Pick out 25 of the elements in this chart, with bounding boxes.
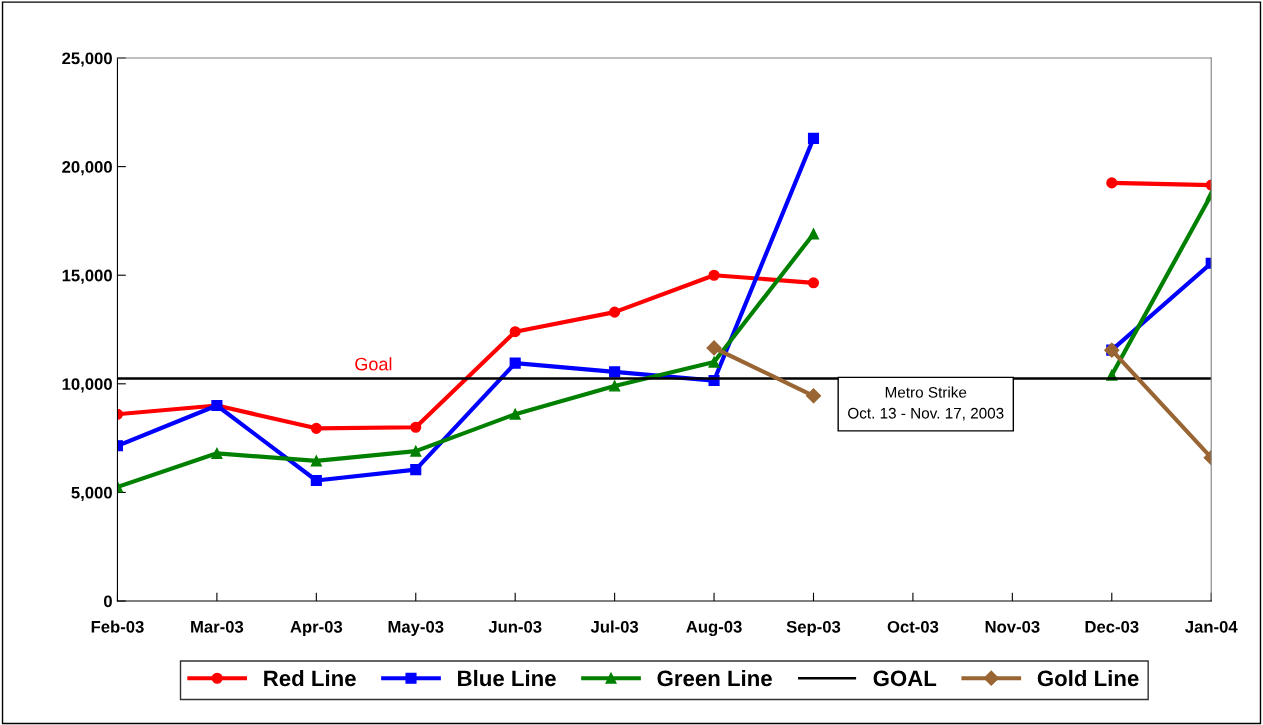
x-tick-label: Jan-04 (1185, 620, 1238, 633)
legend-label: Green Line (657, 669, 772, 687)
x-tick-label: Jul-03 (590, 620, 639, 633)
x-tick-label: Nov-03 (985, 620, 1040, 633)
legend-label: Blue Line (458, 669, 556, 687)
annotation: Metro Strike Oct. 13 - Nov. 17, 2003 (848, 386, 1004, 421)
y-tick-label: 0 (103, 595, 112, 608)
x-tick-label: Mar-03 (191, 620, 244, 633)
annotation: Goal (355, 357, 392, 371)
x-tick-label: Dec-03 (1085, 620, 1139, 633)
y-tick-label: 20,000 (62, 161, 112, 176)
y-tick-label: 10,000 (62, 378, 112, 393)
y-tick-label: 5,000 (71, 486, 112, 502)
x-tick-label: Apr-03 (290, 620, 343, 637)
y-tick-label: 15,000 (62, 269, 112, 284)
x-tick-label: May-03 (388, 620, 444, 637)
x-tick-label: Feb-03 (91, 620, 144, 633)
y-tick-label: 25,000 (62, 52, 112, 67)
x-tick-label: Sep-03 (786, 620, 841, 637)
legend-label: GOAL (873, 670, 937, 687)
x-tick-label: Aug-03 (686, 620, 742, 637)
x-tick-label: Jun-03 (488, 620, 542, 633)
legend-label: Red Line (264, 669, 356, 687)
x-tick-label: Oct-03 (887, 620, 939, 633)
legend-label: Gold Line (1037, 669, 1139, 687)
